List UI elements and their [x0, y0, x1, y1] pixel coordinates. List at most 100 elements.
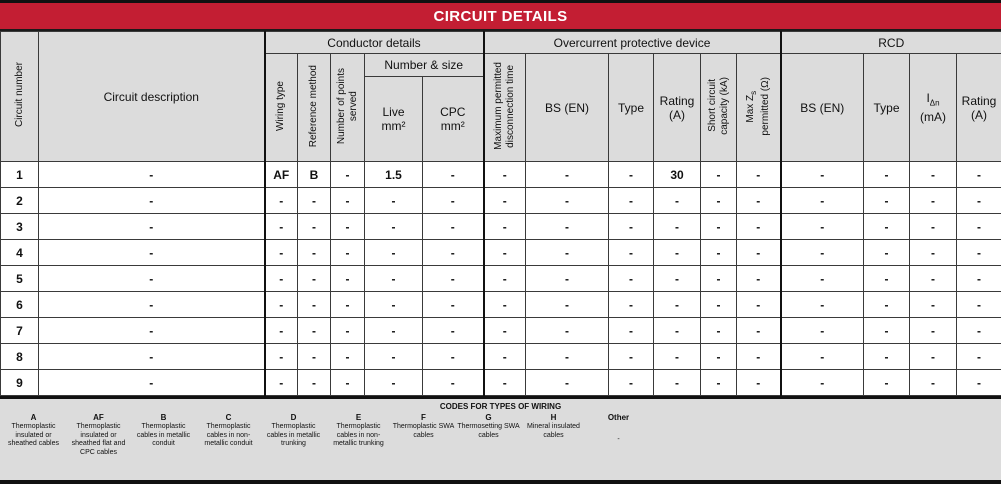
cell-wiring-type[interactable]: -	[263, 239, 298, 266]
cell-reference-method[interactable]: -	[297, 239, 331, 266]
cell-max-zs[interactable]: -	[735, 187, 782, 214]
cell-ocpd-rating[interactable]: -	[653, 265, 701, 292]
cell-ocpd-bs-en[interactable]: -	[525, 213, 609, 240]
cell-rcd-bs-en[interactable]: -	[779, 369, 865, 396]
cell-live-mm2[interactable]: -	[364, 369, 423, 396]
cell-live-mm2[interactable]: -	[364, 239, 423, 266]
cell-live-mm2[interactable]: -	[364, 213, 423, 240]
cell-max-disconnection-time[interactable]: -	[482, 265, 526, 292]
cell-cpc-mm2[interactable]: -	[422, 291, 484, 318]
cell-wiring-type[interactable]: -	[263, 187, 298, 214]
cell-rcd-type[interactable]: -	[863, 369, 911, 396]
cell-reference-method[interactable]: -	[297, 343, 331, 370]
cell-ocpd-bs-en[interactable]: -	[525, 317, 609, 344]
cell-max-zs[interactable]: -	[735, 239, 782, 266]
cell-cpc-mm2[interactable]: -	[422, 239, 484, 266]
cell-ocpd-bs-en[interactable]: -	[525, 291, 609, 318]
cell-ocpd-type[interactable]: -	[608, 265, 654, 292]
cell-rcd-idn[interactable]: -	[909, 343, 958, 370]
cell-rcd-rating[interactable]: -	[956, 213, 1001, 240]
cell-live-mm2[interactable]: 1.5	[364, 161, 423, 188]
cell-ocpd-type[interactable]: -	[608, 239, 654, 266]
cell-wiring-type[interactable]: -	[263, 369, 298, 396]
cell-wiring-type[interactable]: -	[263, 343, 298, 370]
cell-circuit-description[interactable]: -	[38, 291, 265, 318]
cell-points-served[interactable]: -	[330, 265, 365, 292]
cell-ocpd-type[interactable]: -	[608, 187, 654, 214]
cell-short-circuit-capacity[interactable]: -	[700, 317, 737, 344]
cell-ocpd-type[interactable]: -	[608, 343, 654, 370]
cell-max-disconnection-time[interactable]: -	[482, 291, 526, 318]
cell-rcd-bs-en[interactable]: -	[779, 187, 865, 214]
cell-rcd-rating[interactable]: -	[956, 187, 1001, 214]
cell-points-served[interactable]: -	[330, 343, 365, 370]
cell-rcd-type[interactable]: -	[863, 265, 911, 292]
cell-points-served[interactable]: -	[330, 187, 365, 214]
cell-rcd-idn[interactable]: -	[909, 187, 958, 214]
cell-max-disconnection-time[interactable]: -	[482, 187, 526, 214]
cell-rcd-rating[interactable]: -	[956, 317, 1001, 344]
cell-points-served[interactable]: -	[330, 369, 365, 396]
cell-points-served[interactable]: -	[330, 291, 365, 318]
cell-rcd-rating[interactable]: -	[956, 369, 1001, 396]
cell-ocpd-bs-en[interactable]: -	[525, 239, 609, 266]
cell-ocpd-bs-en[interactable]: -	[525, 265, 609, 292]
cell-max-disconnection-time[interactable]: -	[482, 343, 526, 370]
cell-circuit-description[interactable]: -	[38, 187, 265, 214]
cell-rcd-type[interactable]: -	[863, 161, 911, 188]
cell-ocpd-type[interactable]: -	[608, 213, 654, 240]
cell-rcd-type[interactable]: -	[863, 343, 911, 370]
cell-wiring-type[interactable]: -	[263, 265, 298, 292]
cell-rcd-bs-en[interactable]: -	[779, 317, 865, 344]
cell-cpc-mm2[interactable]: -	[422, 187, 484, 214]
cell-short-circuit-capacity[interactable]: -	[700, 239, 737, 266]
cell-short-circuit-capacity[interactable]: -	[700, 213, 737, 240]
cell-reference-method[interactable]: -	[297, 265, 331, 292]
cell-ocpd-type[interactable]: -	[608, 291, 654, 318]
cell-wiring-type[interactable]: -	[263, 291, 298, 318]
cell-circuit-description[interactable]: -	[38, 317, 265, 344]
cell-rcd-bs-en[interactable]: -	[779, 291, 865, 318]
cell-rcd-idn[interactable]: -	[909, 265, 958, 292]
cell-reference-method[interactable]: -	[297, 291, 331, 318]
cell-ocpd-bs-en[interactable]: -	[525, 161, 609, 188]
cell-rcd-idn[interactable]: -	[909, 317, 958, 344]
cell-rcd-type[interactable]: -	[863, 239, 911, 266]
cell-short-circuit-capacity[interactable]: -	[700, 265, 737, 292]
cell-ocpd-bs-en[interactable]: -	[525, 187, 609, 214]
cell-rcd-rating[interactable]: -	[956, 161, 1001, 188]
cell-wiring-type[interactable]: AF	[263, 161, 298, 188]
cell-max-zs[interactable]: -	[735, 213, 782, 240]
cell-rcd-type[interactable]: -	[863, 187, 911, 214]
cell-points-served[interactable]: -	[330, 239, 365, 266]
cell-ocpd-rating[interactable]: -	[653, 317, 701, 344]
cell-max-zs[interactable]: -	[735, 343, 782, 370]
cell-points-served[interactable]: -	[330, 161, 365, 188]
cell-rcd-idn[interactable]: -	[909, 239, 958, 266]
cell-max-zs[interactable]: -	[735, 291, 782, 318]
cell-cpc-mm2[interactable]: -	[422, 369, 484, 396]
cell-max-zs[interactable]: -	[735, 317, 782, 344]
cell-ocpd-bs-en[interactable]: -	[525, 343, 609, 370]
cell-live-mm2[interactable]: -	[364, 343, 423, 370]
cell-reference-method[interactable]: -	[297, 187, 331, 214]
cell-ocpd-rating[interactable]: -	[653, 239, 701, 266]
cell-rcd-rating[interactable]: -	[956, 343, 1001, 370]
cell-short-circuit-capacity[interactable]: -	[700, 161, 737, 188]
cell-wiring-type[interactable]: -	[263, 317, 298, 344]
cell-ocpd-type[interactable]: -	[608, 317, 654, 344]
cell-circuit-description[interactable]: -	[38, 343, 265, 370]
cell-reference-method[interactable]: -	[297, 369, 331, 396]
cell-reference-method[interactable]: -	[297, 213, 331, 240]
cell-reference-method[interactable]: B	[297, 161, 331, 188]
cell-max-zs[interactable]: -	[735, 265, 782, 292]
cell-live-mm2[interactable]: -	[364, 291, 423, 318]
cell-cpc-mm2[interactable]: -	[422, 265, 484, 292]
cell-circuit-description[interactable]: -	[38, 213, 265, 240]
cell-wiring-type[interactable]: -	[263, 213, 298, 240]
cell-rcd-bs-en[interactable]: -	[779, 213, 865, 240]
cell-short-circuit-capacity[interactable]: -	[700, 291, 737, 318]
cell-max-disconnection-time[interactable]: -	[482, 369, 526, 396]
cell-max-zs[interactable]: -	[735, 369, 782, 396]
cell-max-disconnection-time[interactable]: -	[482, 239, 526, 266]
